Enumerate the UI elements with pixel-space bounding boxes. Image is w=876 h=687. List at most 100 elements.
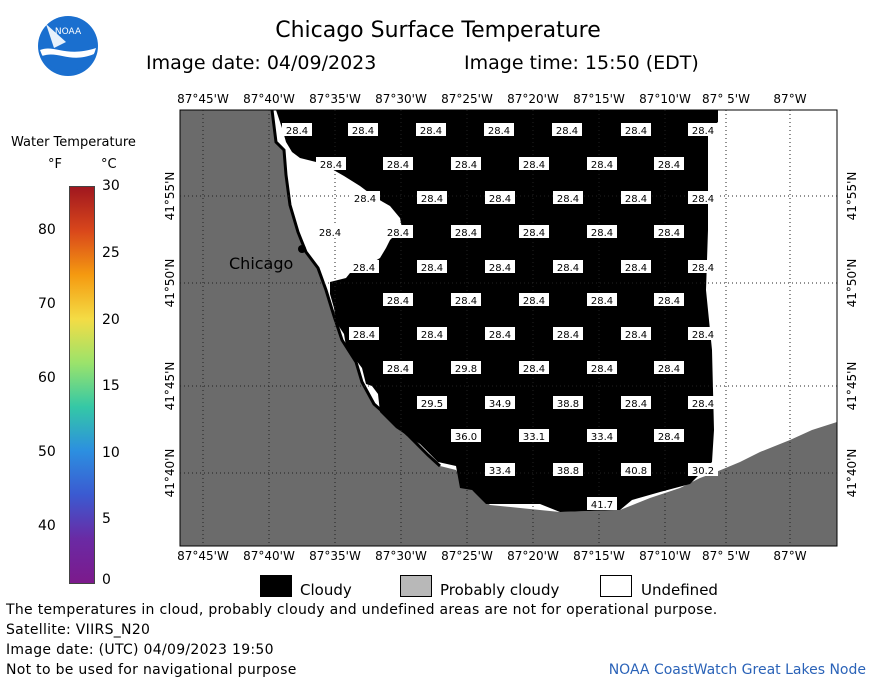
temp-label-box: [621, 191, 651, 204]
temp-label-box: [485, 327, 515, 340]
temp-value: 28.4: [625, 399, 647, 410]
temp-label-box: [416, 123, 446, 136]
temp-value: 28.4: [557, 263, 579, 274]
temp-label-box: [417, 327, 447, 340]
temp-label-box: [587, 429, 617, 442]
temp-label-box: [451, 429, 481, 442]
temp-value: 28.4: [387, 160, 409, 171]
f-tick-label: 40: [38, 518, 56, 534]
land-west: [180, 110, 837, 546]
temp-label-box: [621, 123, 651, 136]
navigation-warning: Not to be used for navigational purpose: [6, 662, 297, 678]
key-probably-cloudy-swatch: [400, 575, 432, 597]
temp-label-box: [519, 429, 549, 442]
image-date: Image date: 04/09/2023: [146, 52, 377, 74]
temp-value: 38.8: [557, 399, 579, 410]
temp-label-box: [417, 396, 447, 409]
temp-value: 28.4: [591, 364, 613, 375]
temp-value: 30.2: [692, 466, 714, 477]
f-tick-label: 70: [38, 296, 56, 312]
temp-label-box: [485, 260, 515, 273]
temp-label-box: [553, 191, 583, 204]
temp-label-box: [654, 157, 684, 170]
temp-value: 28.4: [523, 364, 545, 375]
f-tick-label: 60: [38, 370, 56, 386]
temp-value: 29.8: [455, 364, 477, 375]
cloudy-region: [276, 110, 718, 512]
temp-label-box: [519, 293, 549, 306]
lat-label-right: 41°55'N: [845, 172, 859, 221]
c-tick-label: 25: [102, 245, 120, 261]
temp-value: 28.4: [591, 160, 613, 171]
credit-link[interactable]: NOAA CoastWatch Great Lakes Node: [608, 662, 866, 678]
temp-label-box: [349, 327, 379, 340]
temp-value: 28.4: [692, 194, 714, 205]
temp-label-box: [621, 463, 651, 476]
noaa-logo-icon: NOAA: [38, 16, 98, 76]
lon-label-top: 87°W: [773, 92, 806, 106]
temp-value: 28.4: [658, 296, 680, 307]
temp-label-box: [688, 260, 718, 273]
key-probably-cloudy-label: Probably cloudy: [440, 581, 560, 599]
lon-label-top: 87°40'W: [243, 92, 295, 106]
c-tick-label: 0: [102, 572, 111, 588]
temp-label-box: [519, 225, 549, 238]
temp-label-box: [688, 463, 718, 476]
temp-label-box: [282, 123, 312, 136]
lon-label-top: 87°25'W: [441, 92, 493, 106]
lat-label-right: 41°40'N: [845, 449, 859, 498]
temp-value: 28.4: [658, 364, 680, 375]
temp-value: 28.4: [625, 194, 647, 205]
logo-text: NOAA: [55, 27, 82, 37]
temp-label-box: [553, 396, 583, 409]
temp-label-box: [553, 260, 583, 273]
temp-label-box: [485, 396, 515, 409]
temp-value: 28.4: [488, 126, 510, 137]
temp-value: 28.4: [455, 228, 477, 239]
temp-label-box: [587, 157, 617, 170]
temp-label-box: [485, 463, 515, 476]
city-marker: [298, 245, 306, 253]
lon-label-top: 87°15'W: [573, 92, 625, 106]
temp-label-box: [316, 157, 346, 170]
unit-celsius: °C: [101, 157, 117, 172]
c-tick-label: 10: [102, 445, 120, 461]
temp-value: 28.4: [625, 263, 647, 274]
temp-value: 29.5: [421, 399, 443, 410]
temp-label-box: [383, 361, 413, 374]
map-frame: [179, 109, 838, 547]
temp-value: 28.4: [319, 228, 341, 239]
temp-label-box: [451, 225, 481, 238]
colorbar: [69, 186, 95, 584]
temp-label-box: [587, 497, 617, 510]
unit-fahrenheit: °F: [48, 157, 62, 172]
temp-value: 28.4: [625, 330, 647, 341]
lon-label-bottom: 87°15'W: [573, 549, 625, 563]
temp-value: 28.4: [625, 126, 647, 137]
temp-label-box: [484, 123, 514, 136]
temp-value: 34.9: [489, 399, 511, 410]
temp-label-box: [688, 396, 718, 409]
lon-label-top: 87°10'W: [639, 92, 691, 106]
temp-label-box: [417, 260, 447, 273]
lon-label-bottom: 87°45'W: [177, 549, 229, 563]
temp-value: 28.4: [523, 296, 545, 307]
temp-label-box: [553, 463, 583, 476]
temp-label-box: [451, 361, 481, 374]
temp-value: 28.4: [658, 432, 680, 443]
temp-value: 28.4: [421, 194, 443, 205]
temp-value: 41.7: [591, 500, 613, 511]
city-label: Chicago: [229, 254, 293, 273]
temp-value: 28.4: [523, 228, 545, 239]
temp-label-box: [654, 429, 684, 442]
temp-label-box: [654, 361, 684, 374]
temp-value: 28.4: [353, 330, 375, 341]
c-tick-label: 30: [102, 178, 120, 194]
lon-label-top: 87°35'W: [309, 92, 361, 106]
temp-value: 36.0: [455, 432, 477, 443]
c-tick-label: 15: [102, 378, 120, 394]
temp-label-box: [587, 225, 617, 238]
lat-label-right: 41°50'N: [845, 259, 859, 308]
temp-value: 28.4: [489, 330, 511, 341]
